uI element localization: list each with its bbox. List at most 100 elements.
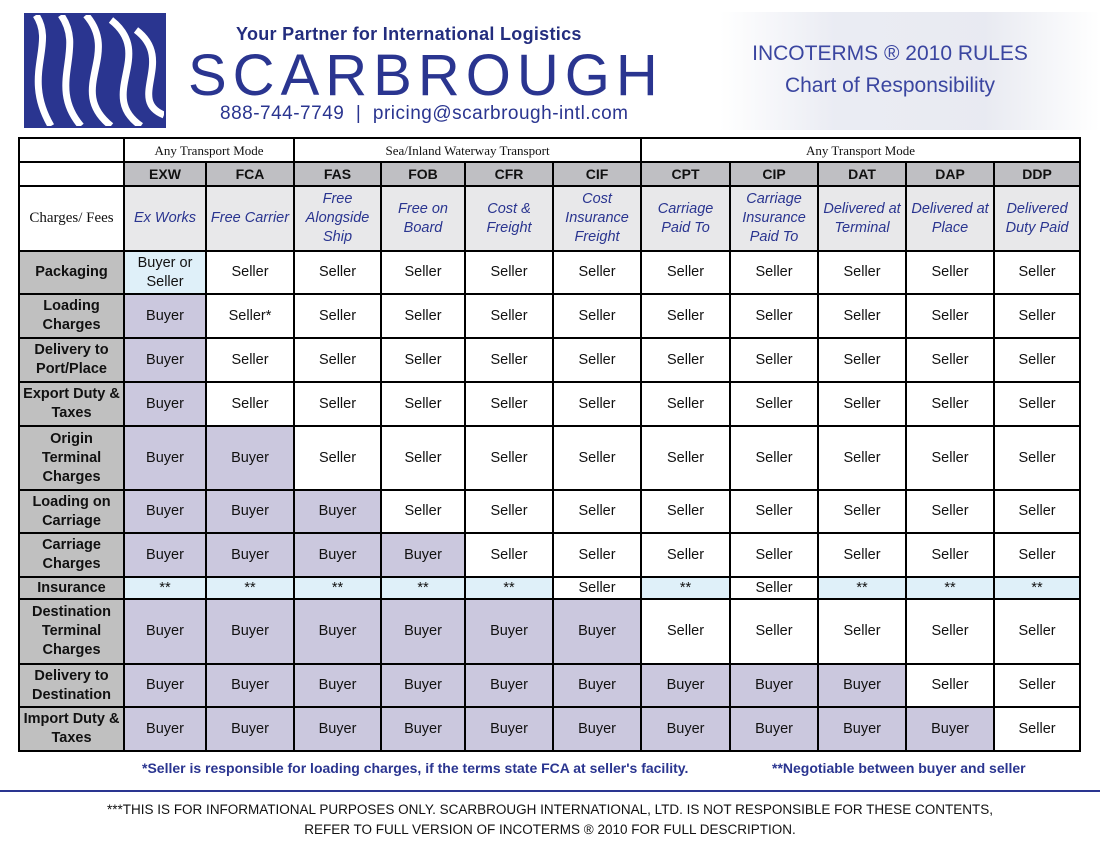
responsibility-cell: ** xyxy=(204,576,296,600)
table-row: Delivery to Port/Place Buyer Seller Seller S… xyxy=(18,337,1082,383)
responsibility-cell: Buyer xyxy=(293,532,383,578)
term-name: Carriage Insurance Paid To xyxy=(729,185,820,252)
responsibility-cell: Seller xyxy=(993,250,1082,295)
responsibility-cell: Seller xyxy=(905,532,996,578)
row-label: Loading on Carriage xyxy=(18,489,125,534)
responsibility-cell: Buyer xyxy=(464,663,555,708)
responsibility-cell: Buyer xyxy=(123,425,207,491)
row-label: Import Duty & Taxes xyxy=(18,706,125,752)
responsibility-cell: Buyer xyxy=(123,706,207,752)
responsibility-cell: ** xyxy=(380,576,467,600)
responsibility-cell: Buyer xyxy=(380,532,467,578)
responsibility-cell: Seller xyxy=(729,489,820,534)
responsibility-cell: Seller xyxy=(552,293,643,339)
responsibility-cell: Seller xyxy=(817,598,908,665)
table-row: Loading on Carriage Buyer Buyer Buyer Seller… xyxy=(18,489,1082,534)
term-code: FAS xyxy=(293,161,383,187)
responsibility-cell: Buyer xyxy=(552,598,643,665)
responsibility-cell: Buyer xyxy=(293,706,383,752)
row-label: Insurance xyxy=(18,576,125,600)
disclaimer-line-2: REFER TO FULL VERSION OF INCOTERMS ® 201… xyxy=(304,822,796,837)
responsibility-cell: Buyer xyxy=(817,663,908,708)
responsibility-cell: Seller xyxy=(380,337,467,383)
responsibility-cell: Buyer or Seller xyxy=(123,250,207,295)
responsibility-cell: Seller xyxy=(905,663,996,708)
term-code: DAT xyxy=(817,161,908,187)
responsibility-cell: Buyer xyxy=(293,663,383,708)
term-name: Delivered at Terminal xyxy=(817,185,908,252)
table-row: Loading Charges Buyer Seller* Seller Seller S… xyxy=(18,293,1082,339)
responsibility-cell: Seller xyxy=(380,425,467,491)
transport-mode-group: Any Transport Mode xyxy=(122,137,296,163)
responsibility-cell: Seller xyxy=(293,425,383,491)
responsibility-cell: Seller xyxy=(552,250,643,295)
responsibility-cell: Buyer xyxy=(464,598,555,665)
responsibility-cell: Seller xyxy=(817,250,908,295)
term-code: DAP xyxy=(905,161,996,187)
responsibility-cell: Buyer xyxy=(293,489,383,534)
disclaimer-line-1: ***THIS IS FOR INFORMATIONAL PURPOSES ON… xyxy=(107,802,993,817)
responsibility-cell: Seller xyxy=(293,337,383,383)
transport-mode-row: Any Transport Mode Sea/Inland Waterway Tr… xyxy=(18,137,1082,163)
responsibility-cell: Seller xyxy=(293,293,383,339)
responsibility-cell: Seller xyxy=(640,598,732,665)
responsibility-cell: Seller xyxy=(993,706,1082,752)
responsibility-cell: Buyer xyxy=(204,489,296,534)
responsibility-cell: Buyer xyxy=(204,663,296,708)
transport-mode-group: Any Transport Mode xyxy=(640,137,1082,163)
responsibility-cell: Seller xyxy=(640,337,732,383)
tagline: Your Partner for International Logistics xyxy=(236,24,582,44)
contact-info: 888-744-7749 | pricing@scarbrough-intl.c… xyxy=(220,103,629,124)
responsibility-cell: Seller xyxy=(204,250,296,295)
row-label: Origin Terminal Charges xyxy=(18,425,125,491)
table-row: Import Duty & Taxes Buyer Buyer Buyer Buyer B… xyxy=(18,706,1082,752)
responsibility-cell: ** xyxy=(464,576,555,600)
term-name: Ex Works xyxy=(123,185,207,252)
corner-blank xyxy=(18,161,125,187)
responsibility-cell: Seller xyxy=(464,337,555,383)
responsibility-cell: Seller xyxy=(905,250,996,295)
corner-blank xyxy=(18,137,125,163)
responsibility-cell: Buyer xyxy=(123,293,207,339)
chart-subtitle: Chart of Responsibility xyxy=(784,74,996,97)
term-code: CFR xyxy=(464,161,555,187)
responsibility-cell: Buyer xyxy=(552,706,643,752)
responsibility-cell: Buyer xyxy=(380,598,467,665)
responsibility-cell: Seller xyxy=(464,250,555,295)
responsibility-cell: ** xyxy=(993,576,1082,600)
responsibility-cell: Seller xyxy=(552,425,643,491)
row-label: Delivery to Port/Place xyxy=(18,337,125,383)
responsibility-cell: Seller xyxy=(380,293,467,339)
responsibility-cell: Buyer xyxy=(729,706,820,752)
responsibility-cell: Seller xyxy=(380,250,467,295)
responsibility-cell: Seller xyxy=(817,293,908,339)
responsibility-cell: Buyer xyxy=(640,706,732,752)
responsibility-cell: Seller xyxy=(640,381,732,427)
divider xyxy=(0,790,1100,792)
term-code: FOB xyxy=(380,161,467,187)
term-code: CIP xyxy=(729,161,820,187)
responsibility-cell: Seller xyxy=(729,250,820,295)
responsibility-cell: Buyer xyxy=(380,663,467,708)
responsibility-cell: Seller xyxy=(905,337,996,383)
term-name: Delivered Duty Paid xyxy=(993,185,1082,252)
chart-title: INCOTERMS ® 2010 RULES xyxy=(752,42,1028,65)
responsibility-cell: Buyer xyxy=(204,706,296,752)
negotiable-footnote: **Negotiable between buyer and seller xyxy=(772,760,1026,776)
responsibility-cell: Seller xyxy=(993,489,1082,534)
term-name: Delivered at Place xyxy=(905,185,996,252)
responsibility-cell: Buyer xyxy=(123,337,207,383)
row-label: Export Duty & Taxes xyxy=(18,381,125,427)
responsibility-cell: Seller xyxy=(905,598,996,665)
responsibility-cell: Seller xyxy=(993,381,1082,427)
term-name: Free Alongside Ship xyxy=(293,185,383,252)
responsibility-cell: Seller xyxy=(993,425,1082,491)
row-label: Delivery to Destination xyxy=(18,663,125,708)
responsibility-cell: Buyer xyxy=(729,663,820,708)
responsibility-cell: Seller xyxy=(993,532,1082,578)
responsibility-cell: Seller xyxy=(993,663,1082,708)
responsibility-cell: Seller xyxy=(464,381,555,427)
term-code: CIF xyxy=(552,161,643,187)
responsibility-cell: Buyer xyxy=(817,706,908,752)
responsibility-cell: Seller xyxy=(464,293,555,339)
